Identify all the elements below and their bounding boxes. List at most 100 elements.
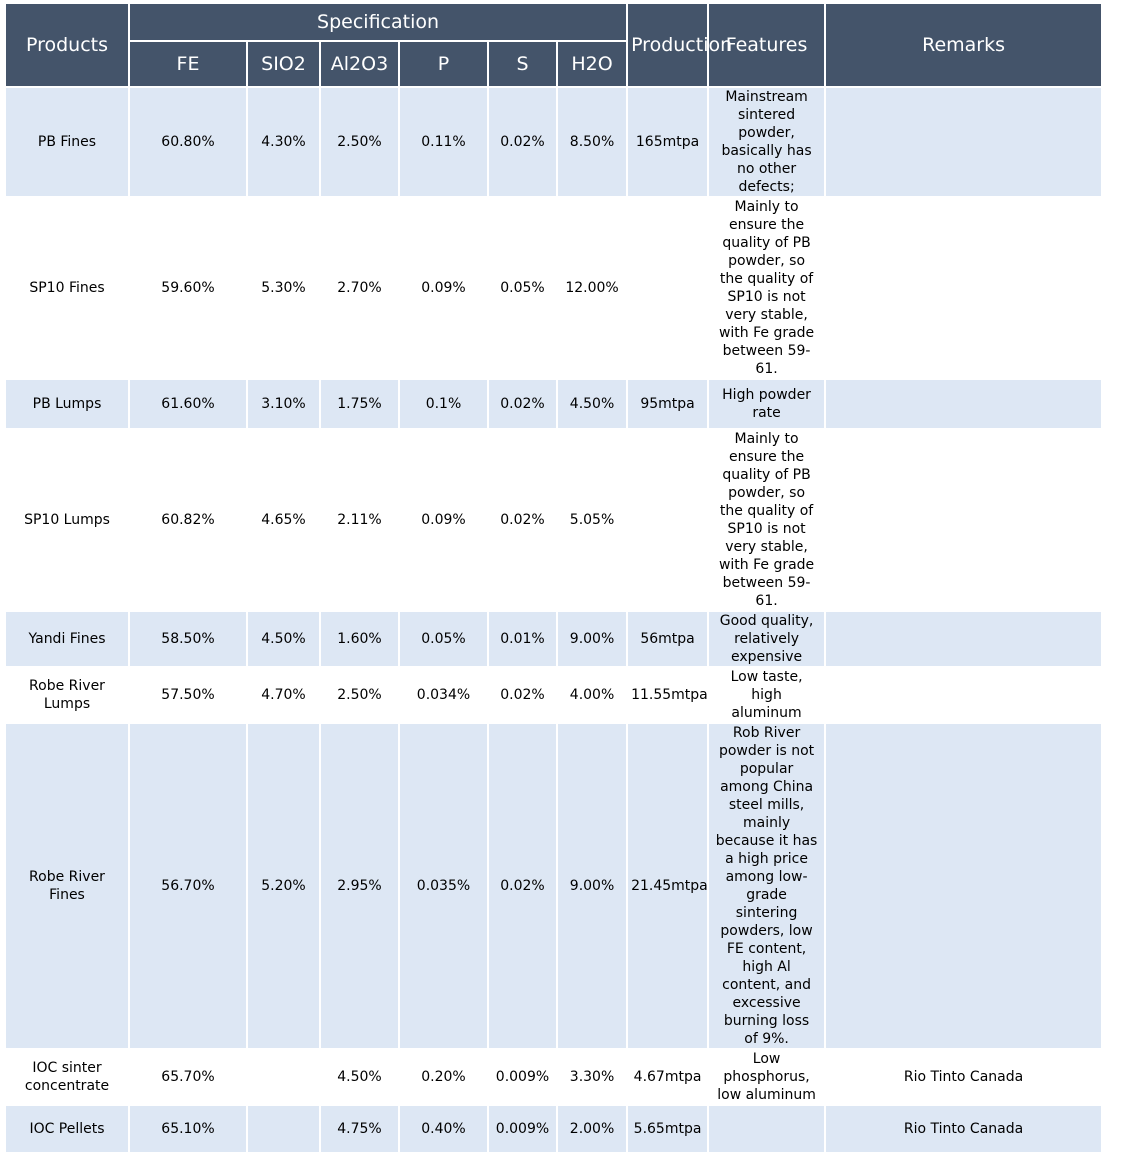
- header-s: S: [487, 40, 558, 88]
- cell-production: 165mtpa: [626, 86, 710, 198]
- cell-remarks: [824, 666, 1104, 724]
- cell-s: 0.02%: [487, 666, 558, 724]
- cell-features: High powder rate: [707, 378, 827, 430]
- table-row: Robe River Lumps 57.50% 4.70% 2.50% 0.03…: [4, 666, 1143, 724]
- cell-al2o3: 1.75%: [319, 378, 400, 430]
- cell-sio2: 4.30%: [246, 86, 321, 198]
- cell-s: 0.02%: [487, 86, 558, 198]
- cell-p: 0.20%: [398, 1048, 489, 1106]
- cell-remarks: [824, 722, 1104, 1050]
- table-row: Robe River Fines 56.70% 5.20% 2.95% 0.03…: [4, 722, 1143, 1050]
- cell-remarks: Rio Tinto Canada: [824, 1104, 1104, 1154]
- header-fe: FE: [128, 40, 248, 88]
- cell-al2o3: 1.60%: [319, 610, 400, 668]
- header-h2o: H2O: [555, 40, 629, 88]
- cell-s: 0.05%: [487, 196, 558, 380]
- cell-production: 56mtpa: [626, 610, 710, 668]
- cell-fe: 56.70%: [128, 722, 248, 1050]
- iron-ore-spec-table: Products Specification Production Featur…: [4, 2, 1143, 1154]
- cell-product: SP10 Fines: [4, 196, 130, 380]
- cell-sio2: [246, 1104, 321, 1154]
- cell-p: 0.05%: [398, 610, 489, 668]
- cell-p: 0.40%: [398, 1104, 489, 1154]
- cell-fe: 60.80%: [128, 86, 248, 198]
- table-row: IOC sinter concentrate 65.70% 4.50% 0.20…: [4, 1048, 1143, 1106]
- header-al2o3: Al2O3: [319, 40, 400, 88]
- cell-features: Good quality, relatively expensive: [707, 610, 827, 668]
- cell-remarks: [824, 86, 1104, 198]
- header-p: P: [398, 40, 489, 88]
- cell-fe: 61.60%: [128, 378, 248, 430]
- cell-features: [707, 1104, 827, 1154]
- cell-al2o3: 4.50%: [319, 1048, 400, 1106]
- table-row: Yandi Fines 58.50% 4.50% 1.60% 0.05% 0.0…: [4, 610, 1143, 668]
- cell-production: [626, 428, 710, 612]
- cell-p: 0.1%: [398, 378, 489, 430]
- cell-production: [626, 196, 710, 380]
- cell-p: 0.035%: [398, 722, 489, 1050]
- cell-s: 0.009%: [487, 1048, 558, 1106]
- cell-s: 0.009%: [487, 1104, 558, 1154]
- cell-product: PB Lumps: [4, 378, 130, 430]
- cell-fe: 57.50%: [128, 666, 248, 724]
- cell-features: Mainly to ensure the quality of PB powde…: [707, 428, 827, 612]
- cell-s: 0.02%: [487, 378, 558, 430]
- cell-fe: 65.70%: [128, 1048, 248, 1106]
- cell-p: 0.09%: [398, 428, 489, 612]
- cell-p: 0.09%: [398, 196, 489, 380]
- cell-h2o: 4.50%: [555, 378, 629, 430]
- cell-sio2: 4.65%: [246, 428, 321, 612]
- cell-remarks: [824, 378, 1104, 430]
- cell-product: Robe River Fines: [4, 722, 130, 1050]
- cell-features: Low taste, high aluminum: [707, 666, 827, 724]
- cell-al2o3: 2.50%: [319, 86, 400, 198]
- cell-al2o3: 4.75%: [319, 1104, 400, 1154]
- table-row: IOC Pellets 65.10% 4.75% 0.40% 0.009% 2.…: [4, 1104, 1143, 1154]
- cell-fe: 65.10%: [128, 1104, 248, 1154]
- cell-sio2: 5.30%: [246, 196, 321, 380]
- cell-h2o: 5.05%: [555, 428, 629, 612]
- cell-sio2: 3.10%: [246, 378, 321, 430]
- cell-h2o: 4.00%: [555, 666, 629, 724]
- cell-remarks: [824, 196, 1104, 380]
- cell-h2o: 2.00%: [555, 1104, 629, 1154]
- cell-h2o: 12.00%: [555, 196, 629, 380]
- cell-product: SP10 Lumps: [4, 428, 130, 612]
- cell-s: 0.02%: [487, 428, 558, 612]
- cell-p: 0.034%: [398, 666, 489, 724]
- cell-sio2: 4.50%: [246, 610, 321, 668]
- header-production: Production: [626, 2, 732, 88]
- table-row: SP10 Lumps 60.82% 4.65% 2.11% 0.09% 0.02…: [4, 428, 1143, 612]
- cell-production: 21.45mtpa: [626, 722, 710, 1050]
- cell-product: IOC sinter concentrate: [4, 1048, 130, 1106]
- cell-h2o: 8.50%: [555, 86, 629, 198]
- cell-fe: 59.60%: [128, 196, 248, 380]
- cell-s: 0.01%: [487, 610, 558, 668]
- cell-al2o3: 2.70%: [319, 196, 400, 380]
- cell-production: 11.55mtpa: [626, 666, 710, 724]
- cell-remarks: Rio Tinto Canada: [824, 1048, 1104, 1106]
- header-sio2: SIO2: [246, 40, 321, 88]
- cell-production: 4.67mtpa: [626, 1048, 710, 1106]
- cell-fe: 60.82%: [128, 428, 248, 612]
- cell-product: Yandi Fines: [4, 610, 130, 668]
- cell-features: Mainstream sintered powder, basically ha…: [707, 86, 827, 198]
- cell-al2o3: 2.50%: [319, 666, 400, 724]
- cell-p: 0.11%: [398, 86, 489, 198]
- cell-sio2: 5.20%: [246, 722, 321, 1050]
- cell-features: Rob River powder is not popular among Ch…: [707, 722, 827, 1050]
- table-row: PB Lumps 61.60% 3.10% 1.75% 0.1% 0.02% 4…: [4, 378, 1143, 430]
- cell-h2o: 3.30%: [555, 1048, 629, 1106]
- cell-product: IOC Pellets: [4, 1104, 130, 1154]
- cell-product: Robe River Lumps: [4, 666, 130, 724]
- cell-fe: 58.50%: [128, 610, 248, 668]
- cell-remarks: [824, 610, 1104, 668]
- header-specification: Specification: [127, 2, 629, 42]
- cell-sio2: [246, 1048, 321, 1106]
- cell-features: Low phosphorus, low aluminum: [707, 1048, 827, 1106]
- cell-production: 95mtpa: [626, 378, 710, 430]
- cell-al2o3: 2.95%: [319, 722, 400, 1050]
- cell-h2o: 9.00%: [555, 722, 629, 1050]
- cell-s: 0.02%: [487, 722, 558, 1050]
- table-row: SP10 Fines 59.60% 5.30% 2.70% 0.09% 0.05…: [4, 196, 1143, 380]
